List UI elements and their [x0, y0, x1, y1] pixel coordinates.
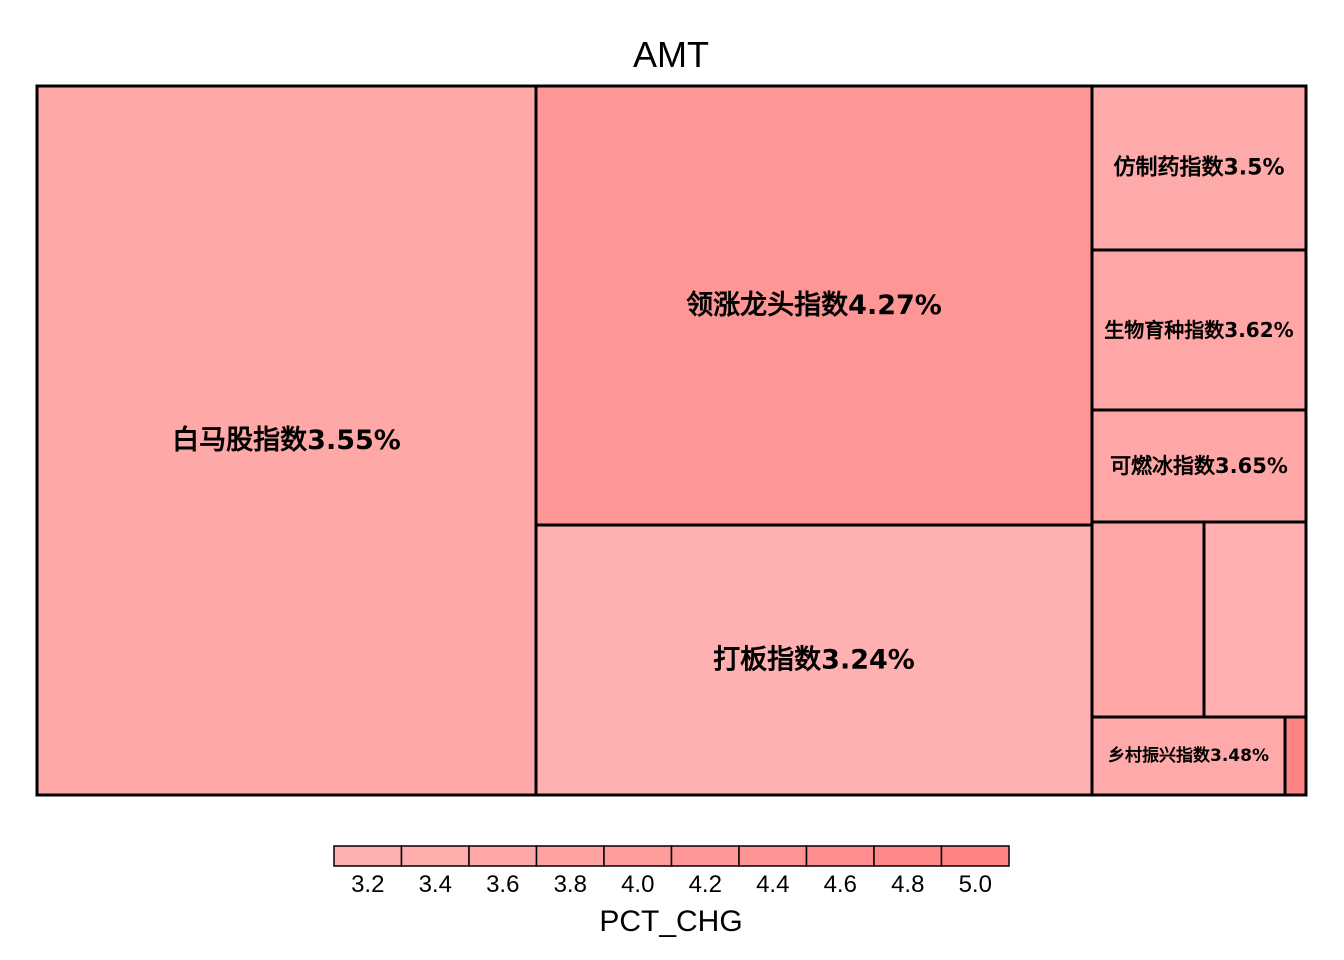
legend-tick-label-6: 4.4	[756, 871, 789, 898]
chart-title: AMT	[633, 34, 709, 75]
legend-swatch-5	[670, 845, 740, 867]
legend-swatch-6	[738, 845, 808, 867]
legend-swatch-0	[333, 845, 403, 867]
legend-tick-label-3: 3.8	[554, 871, 587, 898]
tile-0-rect	[35, 84, 538, 797]
tile-unlabeled-6-rect	[1090, 520, 1206, 719]
tile-8-label: 乡村振兴指数3.48%	[1108, 745, 1269, 766]
legend-tick-label-5: 4.2	[689, 871, 722, 898]
legend-swatch-1	[400, 845, 470, 867]
legend-title: PCT_CHG	[599, 905, 742, 938]
tile-4-label: 生物育种指数3.62%	[1104, 318, 1293, 342]
tile-unlabeled-7-rect	[1202, 520, 1308, 719]
tile-2-label: 打板指数3.24%	[713, 645, 915, 676]
legend-swatch-8	[873, 845, 943, 867]
legend-swatch-3	[535, 845, 605, 867]
tile-unlabeled-9-rect	[1283, 715, 1308, 797]
tile-3-label: 仿制药指数3.5%	[1113, 155, 1284, 181]
plot-border	[35, 84, 1308, 797]
tile-5-rect	[1090, 408, 1308, 524]
legend-swatch-2	[468, 845, 538, 867]
tile-0-label: 白马股指数3.55%	[172, 424, 401, 456]
legend-tick-label-2: 3.6	[486, 871, 519, 898]
legend-tick-label-1: 3.4	[419, 871, 452, 898]
legend-tick-label-4: 4.0	[621, 871, 654, 898]
tile-1-rect	[534, 84, 1094, 527]
legend-swatch-9	[940, 845, 1010, 867]
tile-1-label: 领涨龙头指数4.27%	[686, 290, 942, 321]
legend-tick-label-0: 3.2	[351, 871, 384, 898]
legend-tick-label-9: 5.0	[959, 871, 992, 898]
legend-tick-label-8: 4.8	[891, 871, 924, 898]
tile-5-label: 可燃冰指数3.65%	[1110, 454, 1288, 478]
legend-swatch-7	[805, 845, 875, 867]
treemap-tiles: 白马股指数3.55% 领涨龙头指数4.27% 打板指数3.24% 仿制药指数3.5% 生…	[35, 84, 1308, 797]
tile-2-rect	[534, 523, 1094, 797]
legend-tick-label-7: 4.6	[824, 871, 857, 898]
legend-swatch-4	[603, 845, 673, 867]
color-legend: 3.2 3.4 3.6 3.8 4.0 4.2 4.4 4.6 4.8 5.0	[333, 845, 1010, 898]
